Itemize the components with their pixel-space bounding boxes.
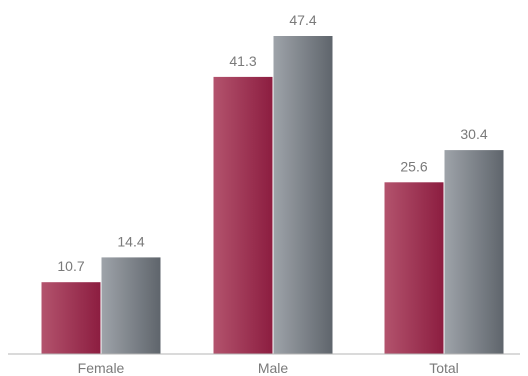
bar-total-series-1 xyxy=(384,182,444,354)
data-label-female-series-1: 10.7 xyxy=(57,258,84,274)
data-label-male-series-1: 41.3 xyxy=(229,53,256,69)
bars-group xyxy=(41,36,504,355)
bar-female-series-2 xyxy=(101,257,161,354)
bar-total-series-2 xyxy=(444,150,504,354)
data-label-male-series-2: 47.4 xyxy=(289,12,316,28)
bar-male-series-1 xyxy=(213,76,273,355)
data-label-total-series-2: 30.4 xyxy=(460,126,487,142)
data-label-total-series-1: 25.6 xyxy=(400,158,427,174)
data-label-female-series-2: 14.4 xyxy=(117,233,144,249)
x-tick-labels-group: Female Male Total xyxy=(78,360,459,376)
x-tick-label-female: Female xyxy=(78,360,125,376)
x-tick-label-male: Male xyxy=(258,360,289,376)
x-tick-label-total: Total xyxy=(429,360,459,376)
bar-female-series-1 xyxy=(41,282,101,354)
value-labels-group: 10.7 14.4 41.3 47.4 25.6 30.4 xyxy=(57,12,487,274)
bar-male-series-2 xyxy=(273,36,333,354)
